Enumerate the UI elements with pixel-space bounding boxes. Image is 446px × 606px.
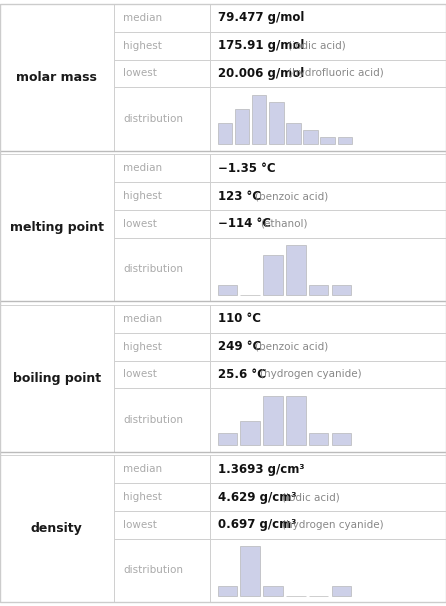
Text: lowest: lowest xyxy=(123,219,157,229)
Bar xyxy=(210,483,446,511)
Bar xyxy=(114,455,210,483)
Bar xyxy=(332,285,351,295)
Bar xyxy=(218,285,237,295)
Text: (benzoic acid): (benzoic acid) xyxy=(255,191,328,201)
Text: 0.697 g/cm³: 0.697 g/cm³ xyxy=(218,518,296,531)
Text: distribution: distribution xyxy=(123,264,183,275)
Text: lowest: lowest xyxy=(123,68,157,79)
Text: (ethanol): (ethanol) xyxy=(260,219,308,229)
Bar xyxy=(210,305,446,333)
Text: highest: highest xyxy=(123,191,162,201)
Bar xyxy=(218,433,237,445)
Text: median: median xyxy=(123,464,162,474)
Text: boiling point: boiling point xyxy=(13,371,101,385)
Bar xyxy=(210,87,446,151)
Text: 1.3693 g/cm³: 1.3693 g/cm³ xyxy=(218,463,304,476)
Bar xyxy=(210,210,446,238)
Bar xyxy=(240,421,260,445)
Text: −1.35 °C: −1.35 °C xyxy=(218,162,275,175)
Bar xyxy=(0,455,114,602)
Text: median: median xyxy=(123,314,162,324)
Bar xyxy=(114,210,210,238)
Text: lowest: lowest xyxy=(123,520,157,530)
Text: (hydrofluoric acid): (hydrofluoric acid) xyxy=(288,68,384,79)
Text: distribution: distribution xyxy=(123,114,183,124)
Bar xyxy=(210,361,446,388)
Bar xyxy=(263,586,283,596)
Bar xyxy=(309,285,328,295)
Bar xyxy=(240,547,260,596)
Text: 79.477 g/mol: 79.477 g/mol xyxy=(218,12,304,24)
Bar xyxy=(114,483,210,511)
Bar xyxy=(303,130,318,144)
Text: highest: highest xyxy=(123,342,162,351)
Text: (hydrogen cyanide): (hydrogen cyanide) xyxy=(282,520,384,530)
Bar xyxy=(114,305,210,333)
Bar xyxy=(235,109,249,144)
Text: molar mass: molar mass xyxy=(17,71,97,84)
Bar xyxy=(320,137,335,144)
Bar xyxy=(210,4,446,32)
Bar xyxy=(0,4,114,151)
Bar xyxy=(114,388,210,451)
Bar xyxy=(114,539,210,602)
Text: −114 °C: −114 °C xyxy=(218,218,271,230)
Bar xyxy=(210,238,446,301)
Text: density: density xyxy=(31,522,83,535)
Text: (iodic acid): (iodic acid) xyxy=(288,41,345,51)
Bar xyxy=(338,137,352,144)
Bar xyxy=(0,155,114,301)
Text: (iodic acid): (iodic acid) xyxy=(282,492,340,502)
Bar xyxy=(332,586,351,596)
Bar xyxy=(114,511,210,539)
Text: distribution: distribution xyxy=(123,415,183,425)
Text: lowest: lowest xyxy=(123,370,157,379)
Bar xyxy=(210,155,446,182)
Bar xyxy=(210,511,446,539)
Text: 249 °C: 249 °C xyxy=(218,340,261,353)
Bar xyxy=(210,32,446,59)
Bar xyxy=(210,333,446,361)
Text: (benzoic acid): (benzoic acid) xyxy=(255,342,328,351)
Text: 110 °C: 110 °C xyxy=(218,312,260,325)
Bar xyxy=(210,455,446,483)
Text: highest: highest xyxy=(123,492,162,502)
Bar xyxy=(210,182,446,210)
Bar xyxy=(332,433,351,445)
Bar xyxy=(252,95,266,144)
Bar xyxy=(263,255,283,295)
Bar xyxy=(114,59,210,87)
Bar xyxy=(269,102,284,144)
Bar xyxy=(114,182,210,210)
Bar xyxy=(210,388,446,451)
Bar xyxy=(263,396,283,445)
Bar xyxy=(114,238,210,301)
Bar xyxy=(210,59,446,87)
Bar xyxy=(286,396,306,445)
Bar xyxy=(114,32,210,59)
Text: median: median xyxy=(123,13,162,23)
Bar xyxy=(114,361,210,388)
Text: median: median xyxy=(123,164,162,173)
Text: 20.006 g/mol: 20.006 g/mol xyxy=(218,67,304,80)
Text: 4.629 g/cm³: 4.629 g/cm³ xyxy=(218,491,296,504)
Bar xyxy=(114,4,210,32)
Bar xyxy=(286,245,306,295)
Bar xyxy=(114,155,210,182)
Text: 175.91 g/mol: 175.91 g/mol xyxy=(218,39,304,52)
Text: (hydrogen cyanide): (hydrogen cyanide) xyxy=(260,370,362,379)
Bar xyxy=(286,123,301,144)
Text: melting point: melting point xyxy=(10,221,104,235)
Bar xyxy=(218,586,237,596)
Bar xyxy=(0,305,114,451)
Bar xyxy=(114,87,210,151)
Bar xyxy=(114,333,210,361)
Bar xyxy=(309,433,328,445)
Text: 123 °C: 123 °C xyxy=(218,190,260,202)
Bar xyxy=(218,123,232,144)
Text: distribution: distribution xyxy=(123,565,183,575)
Text: highest: highest xyxy=(123,41,162,51)
Text: 25.6 °C: 25.6 °C xyxy=(218,368,265,381)
Bar xyxy=(210,539,446,602)
